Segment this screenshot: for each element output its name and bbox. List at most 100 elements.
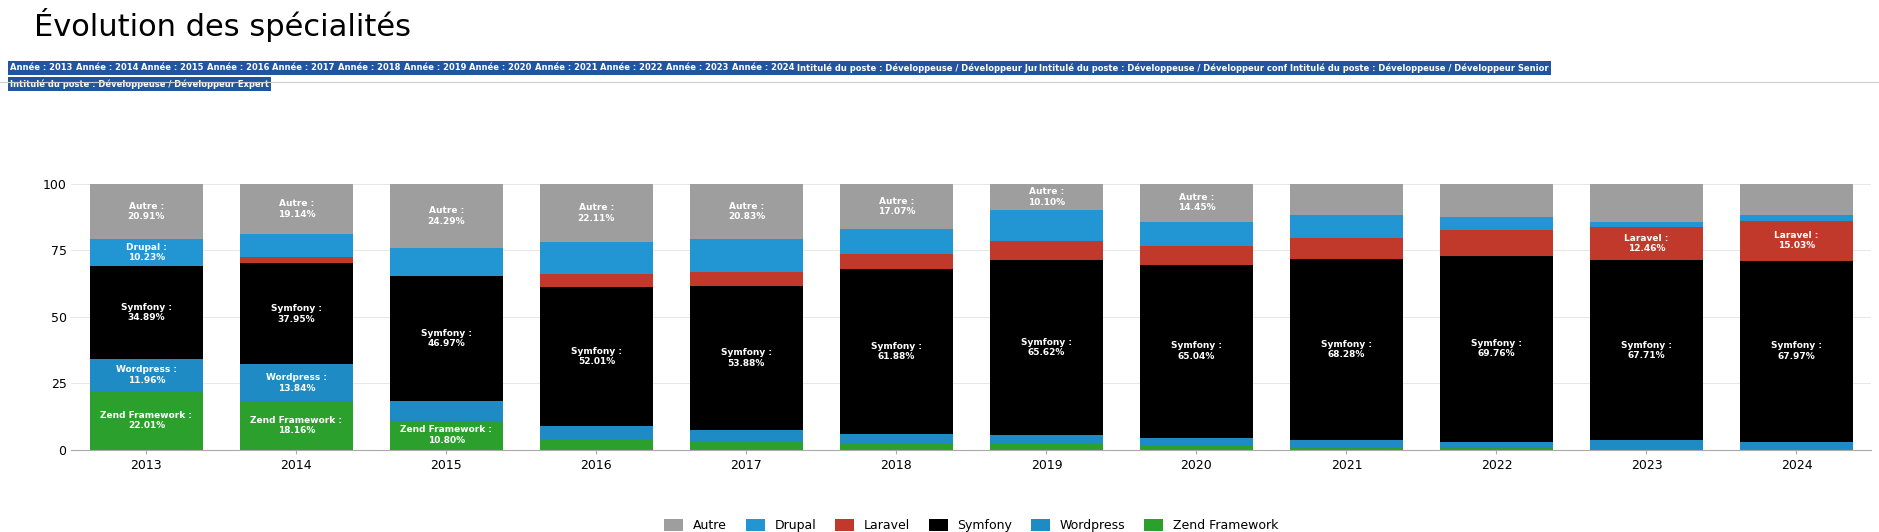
Bar <box>539 426 652 440</box>
Bar <box>690 430 802 442</box>
Bar <box>1291 447 1404 450</box>
Text: Symfony :
61.88%: Symfony : 61.88% <box>872 342 923 361</box>
Bar <box>990 241 1103 260</box>
Text: Autre :
10.10%: Autre : 10.10% <box>1028 187 1065 206</box>
Bar <box>90 184 203 239</box>
Text: Symfony :
67.97%: Symfony : 67.97% <box>1772 342 1823 361</box>
Bar <box>1590 184 1702 222</box>
Bar <box>391 276 504 401</box>
Text: Année : 2019: Année : 2019 <box>404 63 466 72</box>
Text: Autre :
24.29%: Autre : 24.29% <box>428 206 466 226</box>
Text: Autre :
20.91%: Autre : 20.91% <box>128 202 165 221</box>
Text: Intitulé du poste : Développeuse / Développeur Senior: Intitulé du poste : Développeuse / Dével… <box>1289 63 1548 73</box>
Text: Année : 2017: Année : 2017 <box>272 63 334 72</box>
Text: Symfony :
34.89%: Symfony : 34.89% <box>120 303 171 322</box>
Bar <box>539 275 652 287</box>
Text: Symfony :
67.71%: Symfony : 67.71% <box>1622 340 1672 360</box>
Bar <box>1740 442 1853 450</box>
Text: Symfony :
65.62%: Symfony : 65.62% <box>1020 338 1071 358</box>
Bar <box>690 239 802 272</box>
Text: Évolution des spécialités: Évolution des spécialités <box>34 8 412 42</box>
Text: Symfony :
68.28%: Symfony : 68.28% <box>1321 340 1372 359</box>
Bar <box>1740 261 1853 442</box>
Bar <box>1291 238 1404 259</box>
Text: Symfony :
37.95%: Symfony : 37.95% <box>271 304 321 323</box>
Text: Wordpress :
13.84%: Wordpress : 13.84% <box>267 373 327 393</box>
Bar <box>1439 442 1552 447</box>
Text: Symfony :
46.97%: Symfony : 46.97% <box>421 329 472 348</box>
Bar <box>391 248 504 276</box>
Bar <box>1740 184 1853 215</box>
Bar <box>1141 437 1253 446</box>
Legend: Autre, Drupal, Laravel, Symfony, Wordpress, Zend Framework: Autre, Drupal, Laravel, Symfony, Wordpre… <box>660 514 1283 532</box>
Bar <box>90 359 203 391</box>
Bar <box>840 443 953 450</box>
Bar <box>990 444 1103 450</box>
Text: Année : 2014: Année : 2014 <box>75 63 137 72</box>
Bar <box>539 243 652 275</box>
Text: Intitulé du poste : Développeuse / Développeur Expert: Intitulé du poste : Développeuse / Dével… <box>9 79 269 89</box>
Text: Autre :
19.14%: Autre : 19.14% <box>278 200 316 219</box>
Bar <box>391 401 504 421</box>
Bar <box>690 184 802 239</box>
Bar <box>840 229 953 254</box>
Bar <box>1439 256 1552 442</box>
Bar <box>690 272 802 286</box>
Bar <box>1439 217 1552 230</box>
Bar <box>90 267 203 359</box>
Text: Autre :
22.11%: Autre : 22.11% <box>577 203 614 223</box>
Text: Année : 2018: Année : 2018 <box>338 63 400 72</box>
Text: Autre :
14.45%: Autre : 14.45% <box>1178 193 1216 212</box>
Text: Intitulé du poste : Développeuse / Développeur Junior: Intitulé du poste : Développeuse / Dével… <box>797 63 1052 73</box>
Bar <box>1141 264 1253 437</box>
Text: Année : 2020: Année : 2020 <box>470 63 532 72</box>
Text: Symfony :
65.04%: Symfony : 65.04% <box>1171 342 1221 361</box>
Bar <box>1141 446 1253 450</box>
Bar <box>539 440 652 450</box>
Bar <box>90 391 203 450</box>
Text: Drupal :
10.23%: Drupal : 10.23% <box>126 243 167 262</box>
Text: Zend Framework :
18.16%: Zend Framework : 18.16% <box>250 415 342 435</box>
Text: Zend Framework :
22.01%: Zend Framework : 22.01% <box>100 411 192 430</box>
Bar <box>1590 260 1702 440</box>
Text: Laravel :
12.46%: Laravel : 12.46% <box>1623 234 1669 253</box>
Text: Intitulé du poste : Développeuse / Développeur confirmé: Intitulé du poste : Développeuse / Dével… <box>1039 63 1310 73</box>
Text: Symfony :
69.76%: Symfony : 69.76% <box>1471 339 1522 359</box>
Bar <box>1291 215 1404 238</box>
Text: Zend Framework :
10.80%: Zend Framework : 10.80% <box>400 426 492 445</box>
Bar <box>1141 246 1253 264</box>
Bar <box>690 286 802 430</box>
Bar <box>990 210 1103 241</box>
Text: Symfony :
52.01%: Symfony : 52.01% <box>571 347 622 366</box>
Text: Année : 2022: Année : 2022 <box>601 63 663 72</box>
Text: Année : 2023: Année : 2023 <box>665 63 729 72</box>
Bar <box>990 260 1103 435</box>
Text: Année : 2013: Année : 2013 <box>9 63 73 72</box>
Text: Année : 2015: Année : 2015 <box>141 63 203 72</box>
Bar <box>241 364 353 401</box>
Bar <box>1141 222 1253 246</box>
Bar <box>241 263 353 364</box>
Bar <box>1291 440 1404 447</box>
Bar <box>241 235 353 257</box>
Text: Laravel :
15.03%: Laravel : 15.03% <box>1774 231 1819 251</box>
Bar <box>241 257 353 263</box>
Bar <box>241 184 353 235</box>
Bar <box>690 442 802 450</box>
Bar <box>391 184 504 248</box>
Bar <box>1740 221 1853 261</box>
Bar <box>1439 184 1552 217</box>
Bar <box>840 254 953 269</box>
Bar <box>990 435 1103 444</box>
Bar <box>1590 227 1702 260</box>
Bar <box>1141 184 1253 222</box>
Bar <box>391 421 504 450</box>
Text: Autre :
17.07%: Autre : 17.07% <box>877 196 915 216</box>
Text: Année : 2016: Année : 2016 <box>207 63 269 72</box>
Bar <box>539 287 652 426</box>
Bar <box>539 184 652 243</box>
Text: Autre :
20.83%: Autre : 20.83% <box>727 202 765 221</box>
Text: Année : 2021: Année : 2021 <box>536 63 598 72</box>
Text: Année : 2024: Année : 2024 <box>731 63 795 72</box>
Bar <box>241 401 353 450</box>
